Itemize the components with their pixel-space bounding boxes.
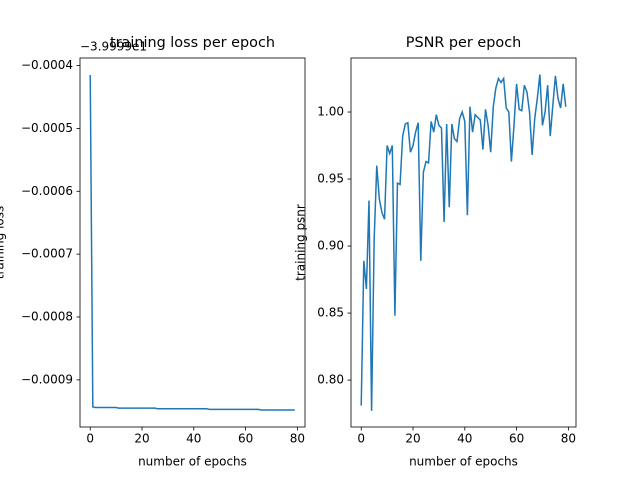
y-tick-label: −0.0006 bbox=[21, 184, 73, 198]
y-axis-label: training loss bbox=[0, 206, 7, 279]
x-tick-label: 20 bbox=[134, 432, 149, 446]
y-axis-label: training psnr bbox=[294, 204, 308, 281]
x-tick-label: 80 bbox=[290, 432, 305, 446]
axes-frame bbox=[79, 57, 306, 428]
y-tick-label: −0.0008 bbox=[21, 309, 73, 323]
y-tick-label: −0.0007 bbox=[21, 247, 73, 261]
line bbox=[89, 74, 295, 411]
axes-frame bbox=[350, 57, 577, 428]
y-tick-label: 0.85 bbox=[317, 306, 344, 320]
line bbox=[360, 74, 567, 411]
x-tick-label: 60 bbox=[509, 432, 524, 446]
x-axis-label: number of epochs bbox=[138, 455, 247, 469]
x-tick-label: 40 bbox=[457, 432, 472, 446]
chart-title: PSNR per epoch bbox=[406, 35, 521, 51]
y-tick-label: 0.90 bbox=[317, 239, 344, 253]
y-tick-label: −0.0009 bbox=[21, 372, 73, 386]
x-tick-label: 80 bbox=[561, 432, 576, 446]
x-tick-label: 20 bbox=[405, 432, 420, 446]
y-tick-label: 0.95 bbox=[317, 172, 344, 186]
y-tick-label: 0.80 bbox=[317, 373, 344, 387]
x-tick-label: 60 bbox=[238, 432, 253, 446]
x-axis-label: number of epochs bbox=[409, 455, 518, 469]
x-tick-label: 40 bbox=[186, 432, 201, 446]
x-tick-label: 0 bbox=[86, 432, 94, 446]
y-tick-label: −0.0005 bbox=[21, 121, 73, 135]
chart-title: training loss per epoch bbox=[110, 35, 275, 51]
x-tick-label: 0 bbox=[357, 432, 365, 446]
offset-text: −3.9999e1 bbox=[80, 40, 147, 54]
y-tick-label: −0.0004 bbox=[21, 58, 73, 72]
y-tick-label: 1.00 bbox=[317, 105, 344, 119]
